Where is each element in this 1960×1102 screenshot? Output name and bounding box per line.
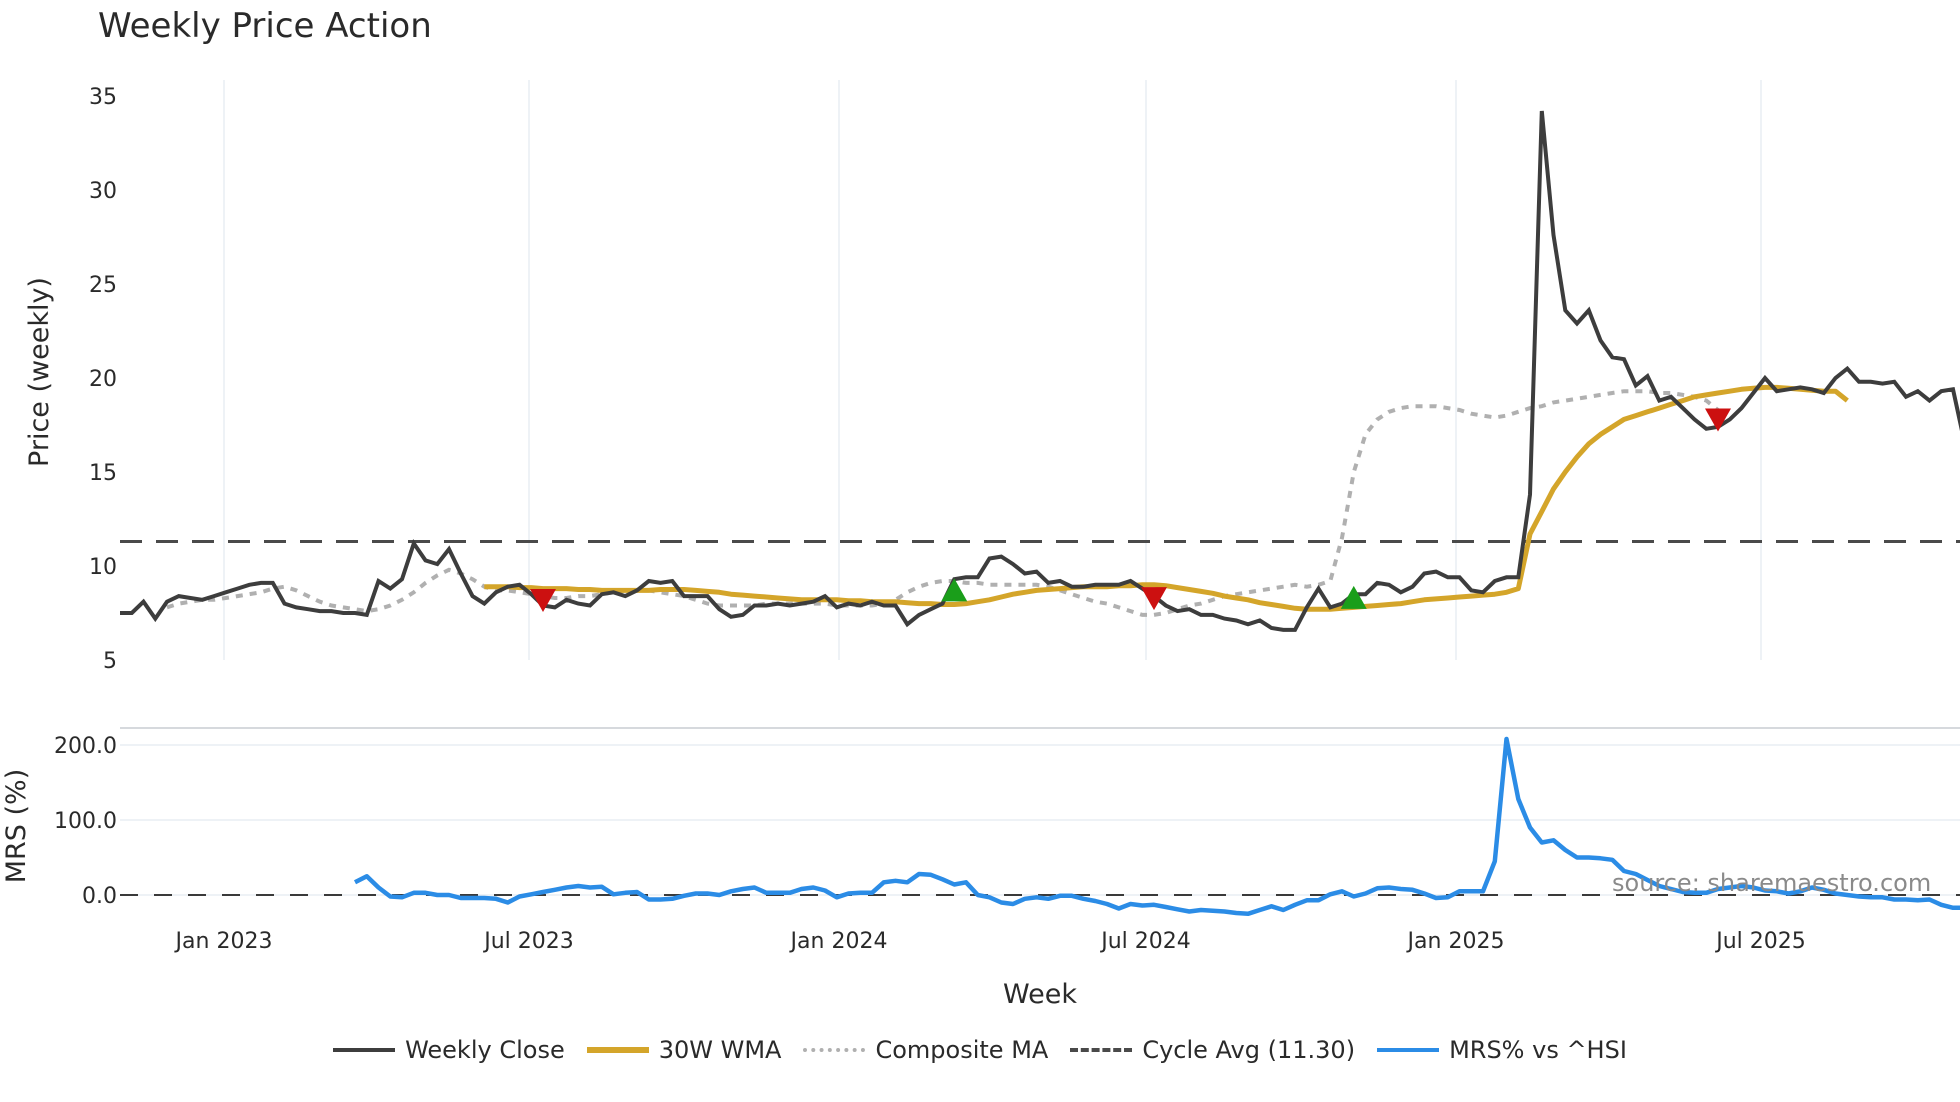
legend: Weekly Close 30W WMA Composite MA Cycle Avg… <box>0 1036 1960 1064</box>
legend-swatch-icon <box>803 1048 866 1052</box>
legend-swatch-icon <box>333 1048 396 1052</box>
x-tick-label: Jan 2024 <box>789 929 888 954</box>
y-axis-title-price: Price (weekly) <box>24 277 55 467</box>
y-tick-label: 100.0 <box>54 809 117 834</box>
x-tick-label: Jan 2025 <box>1406 929 1505 954</box>
x-tick-label: Jan 2023 <box>174 929 273 954</box>
buy-signal-triangle-icon <box>1340 585 1367 609</box>
legend-label: MRS% vs ^HSI <box>1449 1036 1627 1064</box>
sell-signal-triangle-icon <box>530 588 556 612</box>
weekly-close-line <box>120 110 1960 632</box>
legend-swatch-icon <box>586 1047 649 1053</box>
legend-item-wma[interactable]: 30W WMA <box>586 1036 782 1064</box>
wma-line <box>484 384 1849 612</box>
sell-signal-triangle-icon <box>1705 408 1731 432</box>
legend-label: Cycle Avg (11.30) <box>1142 1036 1356 1064</box>
legend-swatch-icon <box>1070 1048 1133 1052</box>
y-tick-label: 30 <box>89 179 117 204</box>
mrs-panel: source: sharemaestro.com <box>120 727 1960 917</box>
chart-title: Weekly Price Action <box>98 6 432 46</box>
legend-label: Weekly Close <box>405 1036 565 1064</box>
y-tick-label: 5 <box>103 649 117 674</box>
mrs-line <box>353 736 1960 917</box>
legend-label: Composite MA <box>875 1036 1049 1064</box>
price-panel <box>120 80 1960 660</box>
y-tick-label: 35 <box>89 85 117 110</box>
y-tick-label: 10 <box>89 555 117 580</box>
composite-ma-line <box>166 389 1720 617</box>
legend-item-weekly-close[interactable]: Weekly Close <box>333 1036 565 1064</box>
y-tick-label: 0.0 <box>82 884 117 909</box>
legend-swatch-icon <box>1377 1048 1440 1052</box>
x-tick-label: Jul 2024 <box>1099 929 1191 954</box>
legend-item-cycle-avg[interactable]: Cycle Avg (11.30) <box>1070 1036 1355 1064</box>
x-axis-title: Week <box>1003 979 1077 1010</box>
y-tick-label: 20 <box>89 367 117 392</box>
y-tick-label: 200.0 <box>54 734 117 759</box>
buy-signal-triangle-icon <box>941 578 968 602</box>
legend-item-composite-ma[interactable]: Composite MA <box>803 1036 1048 1064</box>
axes: 5 10 15 20 25 30 35 0.0 100.0 200.0 Jan 2023 Jul 20… <box>1 85 1806 1010</box>
y-tick-label: 25 <box>89 273 117 298</box>
watermark: source: sharemaestro.com <box>1612 869 1931 897</box>
sell-signal-triangle-icon <box>1141 587 1167 611</box>
y-axis-title-mrs: MRS (%) <box>1 769 32 884</box>
x-tick-label: Jul 2025 <box>1714 929 1806 954</box>
legend-item-mrs[interactable]: MRS% vs ^HSI <box>1377 1036 1627 1064</box>
legend-label: 30W WMA <box>658 1036 782 1064</box>
y-tick-label: 15 <box>89 461 117 486</box>
x-tick-label: Jul 2023 <box>482 929 574 954</box>
